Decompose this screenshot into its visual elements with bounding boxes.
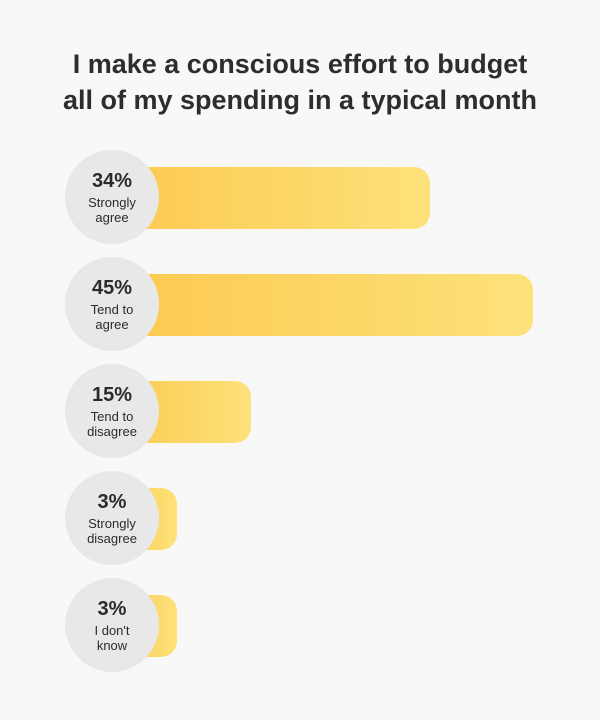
value-circle: 45% Tend to agree [65,257,159,351]
category-label: Strongly disagree [87,516,137,546]
category-label: Tend to agree [90,302,134,332]
bar-row-dont-know: 3% I don't know [0,578,600,688]
category-label: I don't know [94,623,130,653]
bar-row-tend-to-disagree: 15% Tend to disagree [0,364,600,474]
category-label: Tend to disagree [87,409,137,439]
chart-title: I make a conscious effort to budget all … [0,46,600,118]
value-circle: 3% Strongly disagree [65,471,159,565]
chart-title-line-1: I make a conscious effort to budget [72,49,528,79]
bar [110,167,430,229]
value-label: 3% [97,491,127,513]
chart-title-line-2: all of my spending in a typical month [62,85,538,115]
value-circle: 15% Tend to disagree [65,364,159,458]
bar-row-strongly-disagree: 3% Strongly disagree [0,471,600,581]
bar-row-tend-to-agree: 45% Tend to agree [0,257,600,367]
value-label: 34% [91,170,133,192]
bar-row-strongly-agree: 34% Strongly agree [0,150,600,260]
value-label: 3% [97,598,127,620]
value-label: 45% [91,277,133,299]
bar [110,274,533,336]
value-circle: 3% I don't know [65,578,159,672]
category-label: Strongly agree [88,195,136,225]
value-label: 15% [91,384,133,406]
value-circle: 34% Strongly agree [65,150,159,244]
